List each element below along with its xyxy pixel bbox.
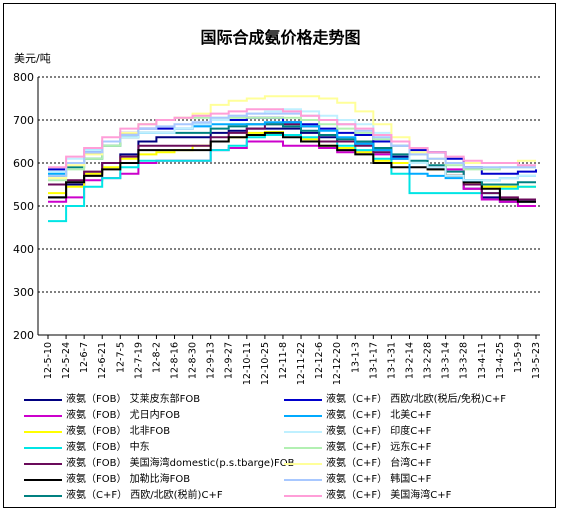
legend-label: 液氨（C+F） 韩国C+F: [326, 474, 432, 485]
legend-label: 液氨（FOB） 美国海湾domestic(p.s.tbarge)FOB: [66, 458, 295, 469]
legend-label: 液氨（FOB） 尤日内FOB: [66, 410, 181, 421]
y-tick-label-300: 300: [13, 286, 34, 299]
x-tick-label-12-11-22: 12-11-22: [296, 342, 307, 385]
x-tick-label-12-11-8: 12-11-8: [278, 342, 289, 379]
y-tick-label-800: 800: [13, 71, 34, 84]
x-tick-label-12-10-25: 12-10-25: [260, 342, 271, 385]
x-tick-label-13-1-3: 13-1-3: [350, 342, 361, 373]
x-tick-label-12-8-16: 12-8-16: [170, 342, 181, 379]
x-tick-label-12-7-19: 12-7-19: [133, 342, 144, 379]
legend-swatch: [24, 431, 62, 433]
y-tick-label-500: 500: [13, 200, 34, 213]
x-tick-label-13-2-14: 13-2-14: [404, 342, 415, 379]
x-tick-label-12-8-2: 12-8-2: [151, 342, 162, 373]
legend-swatch: [24, 415, 62, 417]
x-tick-label-12-6-21: 12-6-21: [97, 342, 108, 379]
y-tick-label-200: 200: [13, 329, 34, 342]
legend-swatch: [24, 479, 62, 481]
legend-label: 液氨（C+F） 台湾C+F: [326, 458, 432, 469]
legend-swatch: [284, 431, 322, 433]
x-tick-label-13-2-28: 13-2-28: [423, 342, 434, 379]
legend-swatch: [284, 479, 322, 481]
x-tick-label-13-4-11: 13-4-11: [477, 342, 488, 379]
y-tick-label-600: 600: [13, 157, 34, 170]
chart-frame: [3, 3, 556, 508]
series-line-13: [48, 108, 536, 169]
x-tick-label-12-12-20: 12-12-20: [332, 342, 343, 385]
legend-label: 液氨（C+F） 西欧/北欧(税前)C+F: [66, 490, 223, 501]
legend-label: 液氨（FOB） 加勒比海FOB: [66, 474, 191, 485]
x-tick-label-12-12-6: 12-12-6: [314, 342, 325, 379]
legend-swatch: [284, 447, 322, 449]
x-tick-label-12-5-10: 12-5-10: [43, 342, 54, 379]
series-line-3: [48, 134, 536, 223]
legend-swatch: [24, 399, 62, 401]
legend-label: 液氨（FOB） 北非FOB: [66, 426, 171, 437]
legend-swatch: [284, 495, 322, 497]
legend-label: 液氨（FOB） 艾莱皮东部FOB: [66, 394, 201, 405]
legend-swatch: [284, 463, 322, 465]
chart-title: 国际合成氨价格走势图: [200, 28, 361, 47]
x-tick-label-12-8-30: 12-8-30: [188, 342, 199, 379]
legend-label: 液氨（FOB） 中东: [66, 442, 150, 453]
x-tick-label-13-4-25: 13-4-25: [495, 342, 506, 379]
x-tick-label-12-6-7: 12-6-7: [79, 342, 90, 373]
legend-swatch: [284, 399, 322, 401]
y-axis-label: 美元/吨: [14, 52, 51, 65]
legend-swatch: [24, 463, 62, 465]
series-line-9: [48, 108, 536, 182]
x-tick-label-13-3-28: 13-3-28: [459, 342, 470, 379]
legend-swatch: [24, 447, 62, 449]
legend-swatch: [284, 415, 322, 417]
x-tick-label-13-1-31: 13-1-31: [386, 342, 397, 379]
legend-label: 液氨（C+F） 远东C+F: [326, 442, 432, 453]
x-tick-label-13-5-9: 13-5-9: [513, 342, 524, 373]
legend-swatch: [24, 495, 62, 497]
y-tick-label-400: 400: [13, 243, 34, 256]
x-tick-label-12-7-5: 12-7-5: [115, 342, 126, 373]
x-tick-label-13-5-23: 13-5-23: [531, 342, 542, 379]
legend-label: 液氨（C+F） 美国海湾C+F: [326, 490, 452, 501]
legend-label: 液氨（C+F） 印度C+F: [326, 426, 432, 437]
x-tick-label-13-1-17: 13-1-17: [368, 342, 379, 379]
x-tick-label-12-9-13: 12-9-13: [206, 342, 217, 379]
legend-label: 液氨（C+F） 西欧/北欧(税后/免税)C+F: [326, 394, 506, 405]
x-tick-label-12-9-27: 12-9-27: [224, 342, 235, 379]
x-tick-label-12-5-24: 12-5-24: [61, 342, 72, 379]
y-tick-label-700: 700: [13, 114, 34, 127]
x-tick-label-12-10-11: 12-10-11: [242, 342, 253, 385]
legend-label: 液氨（C+F） 北美C+F: [326, 410, 432, 421]
x-tick-label-13-3-14: 13-3-14: [441, 342, 452, 379]
